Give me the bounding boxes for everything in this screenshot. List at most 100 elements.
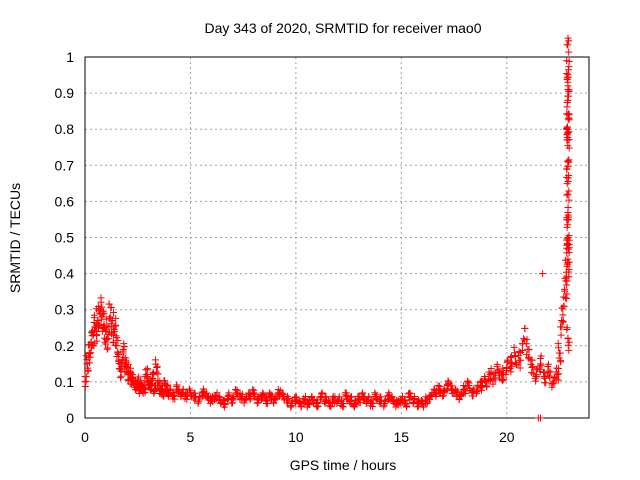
data-point [89, 342, 97, 350]
data-point [443, 381, 451, 389]
data-point [194, 399, 202, 407]
data-point [536, 414, 544, 422]
data-point [564, 34, 572, 42]
data-point [537, 361, 545, 369]
data-point [474, 383, 482, 391]
data-point [82, 373, 90, 381]
data-point [564, 128, 572, 136]
data-point [380, 401, 388, 409]
data-point [163, 382, 171, 390]
data-point [563, 277, 571, 285]
data-point [499, 377, 507, 385]
data-point [502, 371, 510, 379]
data-point [565, 116, 573, 124]
data-point [482, 383, 490, 391]
data-point [236, 389, 244, 397]
data-point [107, 304, 115, 312]
data-point [557, 331, 565, 339]
data-point [563, 165, 571, 173]
data-point [477, 384, 485, 392]
data-point [564, 245, 572, 253]
data-point [240, 399, 248, 407]
data-point [510, 343, 518, 351]
data-point [81, 382, 89, 390]
data-point [185, 385, 193, 393]
y-tick-label: 0.9 [55, 85, 75, 101]
data-point [246, 396, 254, 404]
data-point [544, 360, 552, 368]
data-point [507, 368, 515, 376]
data-point [414, 398, 422, 406]
y-tick-label: 0.1 [55, 374, 75, 390]
data-point [521, 324, 529, 332]
data-point [270, 395, 278, 403]
y-tick-label: 0.4 [55, 266, 75, 282]
y-tick-label: 0.3 [55, 302, 75, 318]
data-point [459, 389, 467, 397]
y-tick-label: 0.6 [55, 193, 75, 209]
data-point [411, 393, 419, 401]
grid-lines [85, 57, 589, 418]
data-point [478, 386, 486, 394]
data-point [564, 41, 572, 49]
data-point [86, 359, 94, 367]
data-point [139, 384, 147, 392]
data-point [134, 375, 142, 383]
y-tick-label: 0.7 [55, 157, 75, 173]
data-point [350, 401, 358, 409]
data-point [262, 399, 270, 407]
data-point [417, 397, 425, 405]
y-tick-label: 0.2 [55, 338, 75, 354]
data-point [327, 403, 335, 411]
data-point [84, 366, 92, 374]
data-point [127, 369, 135, 377]
data-point [103, 345, 111, 353]
data-point [141, 389, 149, 397]
data-point [563, 74, 571, 82]
data-point [278, 389, 286, 397]
data-point [472, 389, 480, 397]
data-point [341, 389, 349, 397]
data-point [564, 334, 572, 342]
data-point [565, 187, 573, 195]
data-point [186, 387, 194, 395]
data-point [355, 399, 363, 407]
data-point [199, 385, 207, 393]
data-point [91, 323, 99, 331]
data-point [342, 395, 350, 403]
data-point [104, 344, 112, 352]
data-point [169, 395, 177, 403]
data-point [517, 356, 525, 364]
data-point [195, 398, 203, 406]
data-point [249, 389, 257, 397]
data-point [123, 363, 131, 371]
data-point [531, 374, 539, 382]
data-point [564, 190, 572, 198]
data-point [351, 400, 359, 408]
data-point [485, 375, 493, 383]
data-point [207, 393, 215, 401]
data-point [266, 390, 274, 398]
data-point [515, 348, 523, 356]
data-point [556, 323, 564, 331]
data-point [347, 393, 355, 401]
data-point [565, 136, 573, 144]
data-point [388, 393, 396, 401]
data-point [384, 392, 392, 400]
data-point [110, 326, 118, 334]
data-point [564, 177, 572, 185]
data-point [482, 378, 490, 386]
data-point [216, 394, 224, 402]
data-point [137, 379, 145, 387]
data-point [563, 103, 571, 111]
data-point [554, 339, 562, 347]
data-point [518, 346, 526, 354]
data-point [195, 393, 203, 401]
data-point [225, 389, 233, 397]
x-tick-label: 10 [288, 429, 304, 445]
data-point [89, 341, 97, 349]
data-point [565, 144, 573, 152]
data-point [405, 390, 413, 398]
data-point [563, 124, 571, 132]
data-point [525, 346, 533, 354]
